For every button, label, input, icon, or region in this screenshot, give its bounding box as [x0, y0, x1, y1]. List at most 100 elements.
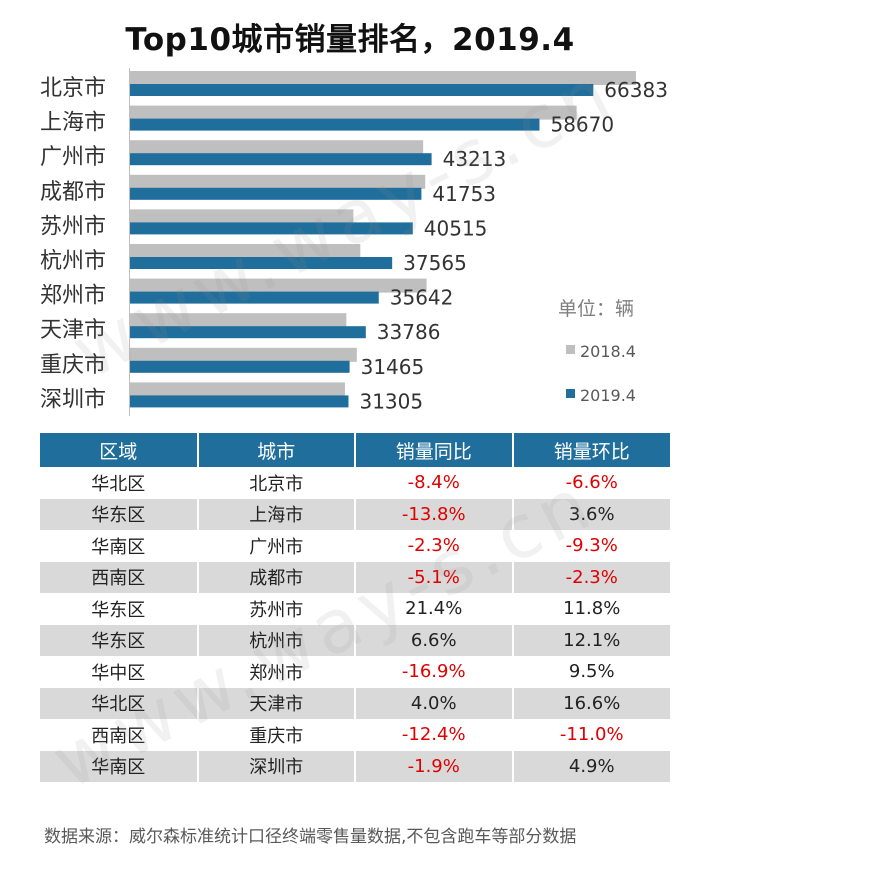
table-body: 华北区 北京市 -8.4% -6.6% 华东区 上海市 -13.8% 3.6% 华南区 广州市 -2… — [40, 467, 670, 782]
category-label: 上海市 — [40, 111, 106, 136]
bar-2019 — [130, 326, 366, 339]
legend-label-2018: 2018.4 — [580, 342, 636, 361]
table-cell: -1.9% — [355, 750, 514, 782]
category-label: 郑州市 — [40, 284, 106, 309]
table-row: 华东区 上海市 -13.8% 3.6% — [40, 498, 670, 530]
table-cell: 华南区 — [40, 530, 199, 562]
category-label: 天津市 — [40, 318, 106, 343]
table-cell: -8.4% — [355, 467, 514, 499]
table-cell: 16.6% — [512, 687, 670, 719]
table-cell: 西南区 — [40, 561, 199, 593]
category-label: 重庆市 — [40, 353, 106, 378]
table-row: 西南区 重庆市 -12.4% -11.0% — [40, 719, 670, 751]
data-label: 31305 — [359, 389, 423, 413]
data-label: 41753 — [432, 182, 496, 206]
table-cell: -2.3% — [355, 530, 514, 562]
bar-2018 — [130, 244, 361, 258]
category-label: 北京市 — [40, 76, 106, 101]
table-cell: -2.3% — [512, 561, 670, 593]
bar-2018 — [130, 140, 424, 155]
category-label: 苏州市 — [40, 214, 106, 239]
table-cell: 21.4% — [355, 593, 514, 625]
legend-swatch-2019 — [566, 389, 575, 398]
table-row: 华北区 北京市 -8.4% -6.6% — [40, 467, 670, 499]
category-label: 成都市 — [40, 180, 106, 205]
table-row: 西南区 成都市 -5.1% -2.3% — [40, 561, 670, 593]
bar-2019 — [130, 153, 432, 166]
table-header-cell: 城市 — [197, 433, 356, 467]
data-label: 43213 — [443, 147, 507, 171]
bar-2019 — [130, 118, 540, 131]
category-label: 广州市 — [40, 145, 106, 170]
bar-2019 — [130, 360, 350, 373]
table-cell: 华北区 — [40, 687, 199, 719]
table-cell: 华南区 — [40, 750, 199, 782]
data-label: 40515 — [424, 216, 488, 240]
bar-2019 — [130, 84, 594, 96]
source-note: 数据来源：威尔森标准统计口径终端零售量数据,不包含跑车等部分数据 — [44, 827, 577, 847]
table-header-row: 区域 城市 销量同比 销量环比 — [40, 433, 670, 467]
table-cell: -11.0% — [559, 724, 624, 746]
table-cell: 上海市 — [197, 498, 356, 530]
table-row: 华中区 郑州市 -16.9% 9.5% — [40, 656, 670, 688]
comparison-table: 区域 城市 销量同比 销量环比 华北区 北京市 -8.4% -6.6% 华东区 上海市 -13.8… — [40, 433, 670, 782]
table-row: 华南区 广州市 -2.3% -9.3% — [40, 530, 670, 562]
unit-note: 单位：辆 — [558, 298, 634, 320]
table-cell: 3.6% — [512, 498, 670, 530]
table-cell: 成都市 — [197, 561, 356, 593]
data-label: 31465 — [361, 355, 425, 379]
bar-2018 — [130, 313, 347, 328]
table-row: 华东区 苏州市 21.4% 11.8% — [40, 593, 670, 625]
bar-2019 — [130, 395, 349, 408]
table-cell: 4.0% — [355, 687, 514, 719]
table-row: 华东区 杭州市 6.6% 12.1% — [40, 624, 670, 656]
bar-2018 — [130, 174, 426, 189]
data-label: 37565 — [403, 251, 467, 275]
table-cell: 12.1% — [512, 624, 670, 656]
table-cell: 4.9% — [512, 750, 670, 782]
table-cell: 重庆市 — [197, 719, 356, 751]
table-cell: -12.4% — [355, 719, 514, 751]
bar-2018 — [130, 347, 357, 362]
table-row: 华北区 天津市 4.0% 16.6% — [40, 687, 670, 719]
chart-title: Top10城市销量排名，2019.4 — [125, 22, 575, 58]
table-cell: -9.3% — [565, 535, 618, 557]
bar-2019 — [130, 291, 379, 304]
table-cell: 苏州市 — [197, 593, 356, 625]
table-row: 华南区 深圳市 -1.9% 4.9% — [40, 750, 670, 782]
legend-swatch-2018 — [566, 345, 575, 354]
data-label: 66383 — [604, 78, 668, 102]
table-cell: -13.8% — [355, 498, 514, 530]
bar-2019 — [130, 187, 422, 200]
table-cell: 华东区 — [40, 624, 199, 656]
table-cell: 广州市 — [197, 530, 356, 562]
table-cell: 11.8% — [563, 598, 621, 620]
legend-label-2019: 2019.4 — [580, 386, 636, 405]
table-header-cell: 销量环比 — [512, 433, 670, 467]
bar-2018 — [130, 209, 354, 224]
table-cell: 9.5% — [568, 661, 615, 683]
table-cell: 华中区 — [40, 656, 199, 688]
table-cell: 郑州市 — [197, 656, 356, 688]
data-label: 35642 — [390, 286, 454, 310]
table-cell: 天津市 — [197, 687, 356, 719]
table-cell: 西南区 — [40, 719, 199, 751]
category-label: 深圳市 — [40, 387, 106, 412]
bar-2018 — [130, 278, 427, 293]
table-cell: 华东区 — [40, 593, 199, 625]
bar-chart: 北京市 66383 上海市 58670 广州市 43213 成都市 41753 苏州市 40515… — [40, 68, 668, 416]
data-label: 33786 — [377, 320, 441, 344]
table-cell: 杭州市 — [197, 624, 356, 656]
bar-2019 — [130, 257, 393, 269]
bar-2018 — [130, 105, 577, 120]
category-label: 杭州市 — [40, 249, 106, 274]
bar-2018 — [130, 71, 636, 85]
bar-2019 — [130, 222, 413, 235]
table-cell: 6.6% — [355, 624, 514, 656]
table-cell: 华北区 — [40, 467, 199, 499]
table-header-cell: 销量同比 — [355, 433, 514, 467]
table-cell: -5.1% — [355, 561, 514, 593]
bar-2018 — [130, 382, 345, 397]
table-cell: -16.9% — [355, 656, 514, 688]
table-header-cell: 区域 — [40, 433, 199, 467]
